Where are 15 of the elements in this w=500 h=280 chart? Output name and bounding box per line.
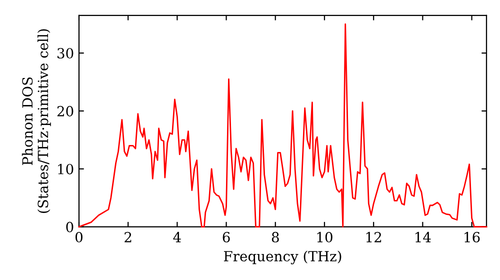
x-tick-label: 2: [124, 232, 132, 242]
y-tick-label: 10: [58, 164, 74, 174]
x-tick-label: 14: [416, 232, 431, 242]
x-tick-label: 16: [464, 232, 480, 242]
x-tick-label: 0: [75, 232, 82, 242]
y-tick-label: 20: [57, 106, 74, 116]
y-axis-title: Phonon DOS (States/THz·primitive cell): [22, 29, 51, 213]
x-tick-label: 10: [317, 232, 332, 242]
x-tick-label: 12: [366, 232, 382, 242]
y-tick-label: 30: [58, 48, 74, 59]
x-tick-label: 4: [173, 232, 181, 242]
x-axis-title: Frequency (THz): [224, 250, 342, 264]
x-tick-label: 6: [222, 232, 230, 242]
x-tick-label: 8: [272, 232, 279, 242]
y-tick-label: 0: [66, 222, 74, 232]
